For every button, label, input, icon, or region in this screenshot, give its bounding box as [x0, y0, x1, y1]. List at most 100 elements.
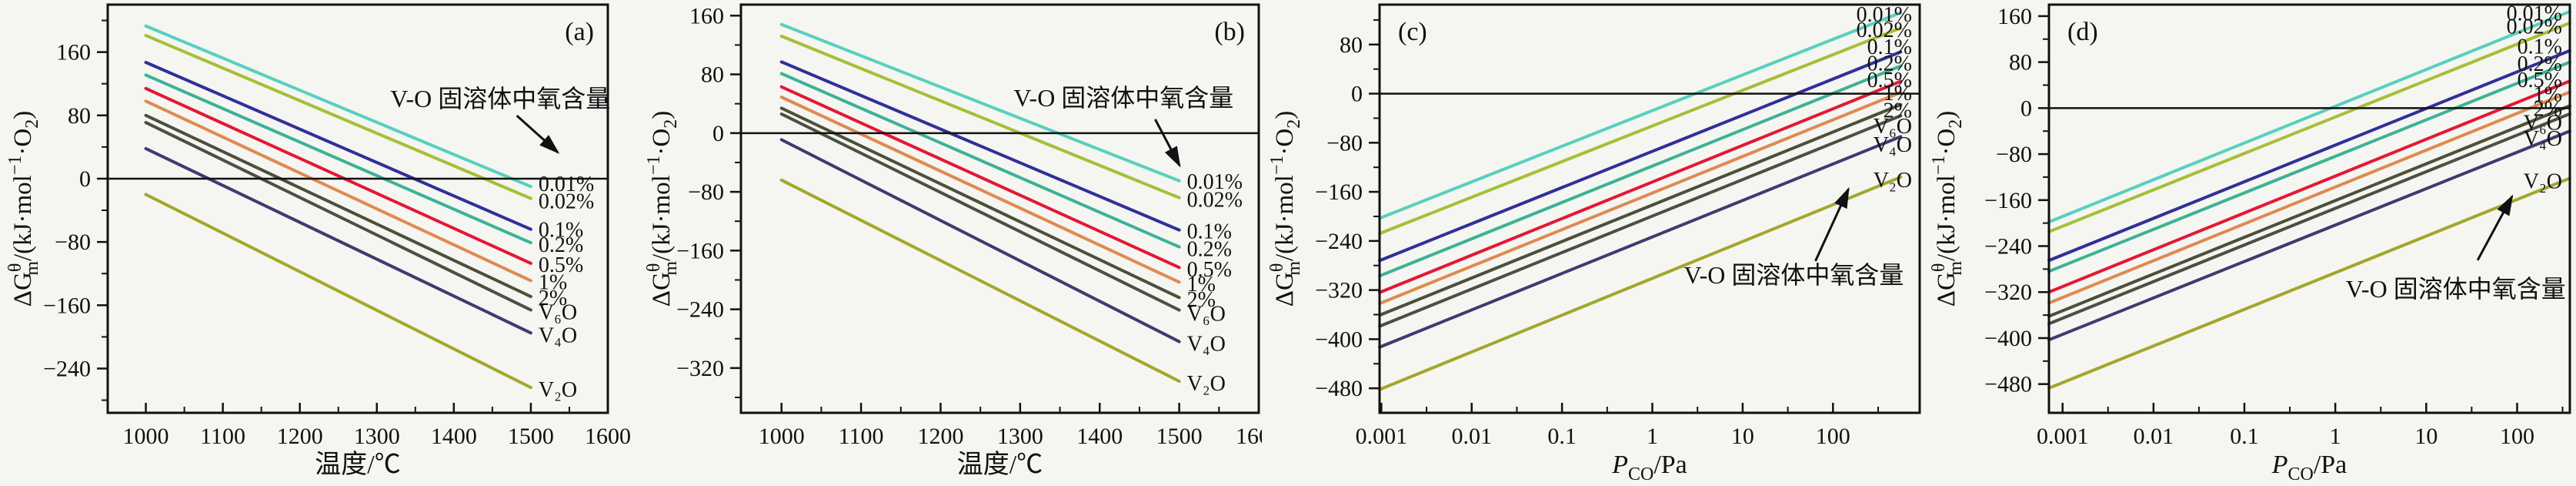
- label-part: /(kJ·mol: [9, 175, 37, 261]
- x-tick-label: 1000: [759, 424, 805, 449]
- x-tick-label: 1300: [997, 424, 1043, 449]
- y-tick-label: −480: [1315, 376, 1363, 401]
- y-tick-label: −160: [1315, 179, 1363, 205]
- series-line-0.1%: [779, 60, 1181, 232]
- x-tick-label: 0.01: [1451, 424, 1492, 449]
- x-tick-label: 1500: [1156, 424, 1203, 449]
- y-axis-label: ΔGθm/(kJ·mol−1·O2): [5, 111, 42, 307]
- label-part: θ: [644, 263, 664, 273]
- series-line-0.01%: [779, 22, 1181, 183]
- label-part: θ: [5, 263, 25, 273]
- series-line-V₂O: [144, 193, 532, 390]
- series-label-0.2%: 0.2%: [1187, 237, 1232, 261]
- x-tick-label: 10: [1731, 424, 1754, 449]
- x-tick-label: 1200: [917, 424, 963, 449]
- series-label-0.2%: 0.2%: [1867, 52, 1912, 76]
- x-tick-label: 0.1: [2230, 424, 2259, 449]
- panel-letter-label: (a): [565, 18, 594, 46]
- label-part: ΔG: [9, 272, 37, 307]
- series-label-V₄O: V₄O: [2524, 127, 2562, 151]
- series-line-0.02%: [2047, 21, 2571, 233]
- y-tick-label: −240: [43, 356, 91, 381]
- series-label-0.5%: 0.5%: [1867, 69, 1912, 92]
- label-part: m: [22, 261, 42, 276]
- plot-border: [106, 3, 609, 414]
- series-label-0.5%: 0.5%: [1187, 258, 1232, 282]
- label-part: −1: [1267, 156, 1287, 176]
- label-part: CO: [1628, 464, 1653, 484]
- label-part: ΔG: [648, 272, 676, 307]
- y-tick-label: −160: [1984, 188, 2032, 213]
- y-tick-label: −400: [1315, 327, 1363, 352]
- y-tick-label: −320: [676, 356, 724, 381]
- series-line-V₆O: [779, 112, 1181, 312]
- panel-a-chart: 1000 1100 1200 1300 1400 1500 1600 160 80 0 −80 −16…: [5, 3, 631, 479]
- series-line-0.02%: [779, 34, 1181, 199]
- x-tick-label: 1300: [354, 424, 400, 449]
- series-line-V₄O: [779, 138, 1181, 344]
- y-tick-label: −160: [676, 238, 724, 263]
- panel-letter-label: (d): [2067, 18, 2098, 46]
- y-tick-label: 160: [689, 3, 724, 28]
- x-tick-label: 0.001: [2037, 424, 2089, 449]
- label-part: θ: [1929, 263, 1949, 273]
- y-tick-label: 0: [712, 121, 724, 146]
- series-label-2%: 2%: [2534, 97, 2562, 121]
- x-tick-label: 100: [1816, 424, 1850, 449]
- series-label-2%: 2%: [1187, 288, 1216, 312]
- x-tick-label: 0.1: [1547, 424, 1577, 449]
- series-line-V₆O: [2047, 112, 2571, 326]
- label-part: 2: [22, 119, 42, 129]
- x-axis-label: PCO/Pa: [2271, 451, 2347, 484]
- x-tick-label: 1600: [585, 424, 631, 449]
- y-tick-label: −240: [676, 297, 724, 323]
- label-part: 温度/℃: [315, 450, 400, 479]
- series-line-0.5%: [2047, 79, 2571, 294]
- label-part: m: [1946, 261, 1966, 276]
- label-part: ·O: [648, 129, 676, 156]
- series-label-V₄O: V₄O: [539, 323, 577, 347]
- y-tick-label: −240: [1315, 229, 1363, 254]
- series-line-0.2%: [144, 73, 532, 245]
- series-line-1%: [779, 96, 1181, 284]
- series-line-0.1%: [1378, 50, 1903, 263]
- plot-border: [739, 3, 1260, 414]
- label-part: ΔG: [1933, 272, 1960, 307]
- series-label-0.1%: 0.1%: [539, 219, 583, 243]
- series-line-0.1%: [144, 60, 532, 231]
- series-label-1%: 1%: [539, 270, 567, 294]
- series-line-V₂O: [1378, 175, 1903, 391]
- label-part: ): [648, 111, 676, 119]
- x-axis-label: 温度/℃: [315, 450, 400, 479]
- series-line-2%: [1378, 102, 1903, 317]
- label-part: ): [9, 111, 37, 119]
- panel-c-chart: 0.001 0.01 0.1 1 10 100 80 0 −80 −160 −240 −320 −400…: [1267, 3, 1921, 484]
- series-label-0.2%: 0.2%: [539, 233, 583, 257]
- x-tick-label: 1: [1647, 424, 1658, 449]
- label-part: m: [661, 261, 681, 276]
- label-part: 2: [661, 119, 681, 129]
- label-part: /(kJ·mol: [1933, 175, 1960, 261]
- series-label-0.02%: 0.02%: [1857, 18, 1912, 42]
- series-label-0.1%: 0.1%: [2518, 35, 2562, 59]
- y-tick-label: 80: [701, 62, 724, 88]
- series-line-2%: [144, 113, 532, 299]
- label-part: /Pa: [1653, 451, 1687, 479]
- x-tick-label: 1100: [200, 424, 245, 449]
- y-axis-label: ΔGθm/(kJ·mol−1·O2): [644, 111, 681, 307]
- y-tick-label: −240: [1984, 234, 2032, 260]
- series-line-1%: [2047, 90, 2571, 305]
- series-line-0.5%: [144, 86, 532, 265]
- series-line-0.01%: [144, 24, 532, 189]
- series-label-0.02%: 0.02%: [539, 190, 594, 214]
- series-label-V₆O: V₆O: [539, 301, 577, 325]
- y-tick-label: 80: [2009, 50, 2032, 75]
- series-line-0.2%: [779, 72, 1181, 249]
- label-part: /Pa: [2314, 451, 2347, 479]
- series-label-1%: 1%: [2534, 83, 2562, 107]
- panel-letter-label: (b): [1214, 18, 1245, 46]
- series-line-0.02%: [1378, 26, 1903, 236]
- series-line-1%: [144, 99, 532, 283]
- series-label-2%: 2%: [539, 287, 567, 310]
- x-tick-label: 100: [2500, 424, 2534, 449]
